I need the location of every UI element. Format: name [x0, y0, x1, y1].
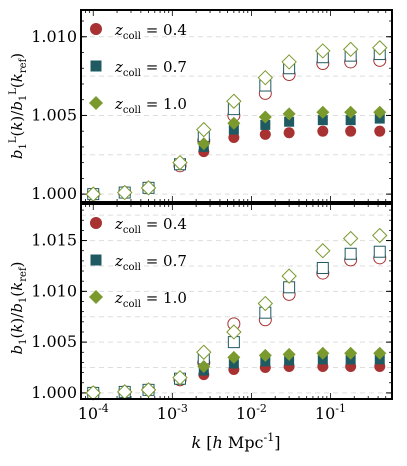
top-z1.0-open-diamond-point [140, 180, 157, 196]
bottom-z1.0-filled-diamond-point [197, 360, 211, 373]
top-z0.4-filled-circle-point [228, 131, 240, 143]
bottom-z1.0-filled-diamond-point [344, 346, 358, 360]
bottom-z1.0-filled-diamond-point [258, 348, 272, 362]
xtick-label: 10-4 [78, 402, 109, 423]
top-legend-entry: zcoll = 0.4 [114, 21, 187, 42]
bottom-z1.0-open-diamond-point [140, 382, 157, 398]
top-z0.7-filled-square-point [317, 115, 328, 126]
top-z1.0-filled-diamond-point [373, 105, 387, 119]
bottom-ytick-label: 1.000 [31, 383, 77, 402]
top-z1.0-open-diamond-point [315, 43, 331, 59]
bottom-legend-diamond-marker [89, 290, 103, 304]
bottom-z1.0-open-diamond-point [372, 227, 388, 244]
bottom-z1.0-open-diamond-point [172, 369, 188, 386]
top-z1.0-filled-diamond-point [227, 116, 241, 130]
bottom-z1.0-filled-diamond-point [373, 346, 387, 360]
top-ytick-label: 1.010 [31, 27, 77, 46]
bottom-z1.0-open-diamond-point [342, 230, 359, 247]
top-ytick-label: 1.005 [31, 105, 77, 124]
bottom-ylabel: b1(k)/b1(kref) [8, 261, 29, 354]
bottom-frame [80, 203, 393, 400]
top-z0.4-filled-circle-point [317, 125, 329, 137]
bottom-legend-circle-marker [90, 217, 102, 229]
bottom-z0.7-open-square-point [316, 261, 329, 274]
bottom-z1.0-open-diamond-point [257, 295, 274, 312]
bottom-ytick-label: 1.015 [31, 231, 77, 250]
top-ytick-label: 1.000 [31, 184, 77, 203]
top-z1.0-open-diamond-point [281, 54, 297, 70]
bottom-legend-entry: zcoll = 0.7 [114, 252, 187, 273]
top-legend-entry: zcoll = 0.7 [114, 58, 187, 79]
top-z0.4-filled-circle-point [345, 125, 357, 137]
top-z1.0-open-diamond-point [372, 40, 388, 56]
top-ylabel-text: b1L(k)/b1L(kref) [8, 53, 29, 159]
top-z0.4-filled-circle-point [374, 125, 386, 137]
top-z0.7-filled-square-point [284, 116, 295, 127]
top-legend-diamond-marker [89, 96, 103, 110]
top-z1.0-open-diamond-point [257, 69, 274, 86]
bottom-ytick-label: 1.010 [31, 281, 77, 300]
top-z1.0-filled-diamond-point [258, 110, 272, 124]
bottom-z1.0-filled-diamond-point [282, 347, 296, 361]
top-z0.7-filled-square-point [345, 115, 356, 126]
bottom-legend-entry: zcoll = 1.0 [114, 289, 187, 310]
top-ylabel: b1L(k)/b1L(kref) [8, 53, 29, 159]
top-z1.0-open-diamond-point [117, 184, 133, 201]
top-z0.4-filled-circle-point [259, 128, 271, 140]
top-legend-circle-marker [90, 23, 102, 35]
top-z0.4-filled-circle-point [283, 127, 295, 139]
bottom-z1.0-open-diamond-point [315, 243, 331, 259]
top-z1.0-open-diamond-point [172, 154, 188, 171]
xtick-label: 10-1 [315, 402, 346, 423]
top-z1.0-open-diamond-point [196, 121, 212, 138]
bottom-z1.0-open-diamond-point [196, 344, 212, 360]
bottom-z0.7-open-square-point [373, 245, 386, 258]
top-z0.7-filled-square-point [260, 119, 271, 130]
top-frame [80, 9, 393, 203]
top-z1.0-filled-diamond-point [344, 105, 358, 119]
xtick-label: 10-2 [236, 402, 267, 423]
bottom-legend-entry: zcoll = 0.4 [114, 215, 187, 236]
top-legend: zcoll = 0.4 zcoll = 0.7 zcoll = 1.0 [89, 21, 187, 116]
bottom-legend-square-marker [90, 254, 102, 266]
bottom-ylabel-text: b1(k)/b1(kref) [8, 261, 29, 354]
xtick-label: 10-3 [157, 402, 188, 423]
xlabel: k [h Mpc-1] [192, 431, 281, 452]
bottom-ytick-label: 1.005 [31, 332, 77, 351]
top-z1.0-filled-diamond-point [282, 107, 296, 121]
top-legend-entry: zcoll = 1.0 [114, 95, 187, 116]
top-z1.0-open-diamond-point [226, 93, 242, 109]
bottom-z1.0-filled-diamond-point [316, 346, 330, 360]
top-z1.0-filled-diamond-point [197, 137, 211, 151]
bottom-z1.0-open-diamond-point [281, 268, 297, 284]
bottom-z1.0-filled-diamond-point [227, 350, 241, 364]
bottom-z0.7-open-square-point [344, 247, 357, 260]
top-z1.0-open-diamond-point [342, 41, 359, 58]
top-z1.0-filled-diamond-point [316, 105, 330, 119]
top-legend-square-marker [90, 60, 102, 72]
bottom-legend: zcoll = 0.4 zcoll = 0.7 zcoll = 1.0 [89, 215, 187, 310]
bottom-z1.0-open-diamond-point [226, 324, 242, 340]
